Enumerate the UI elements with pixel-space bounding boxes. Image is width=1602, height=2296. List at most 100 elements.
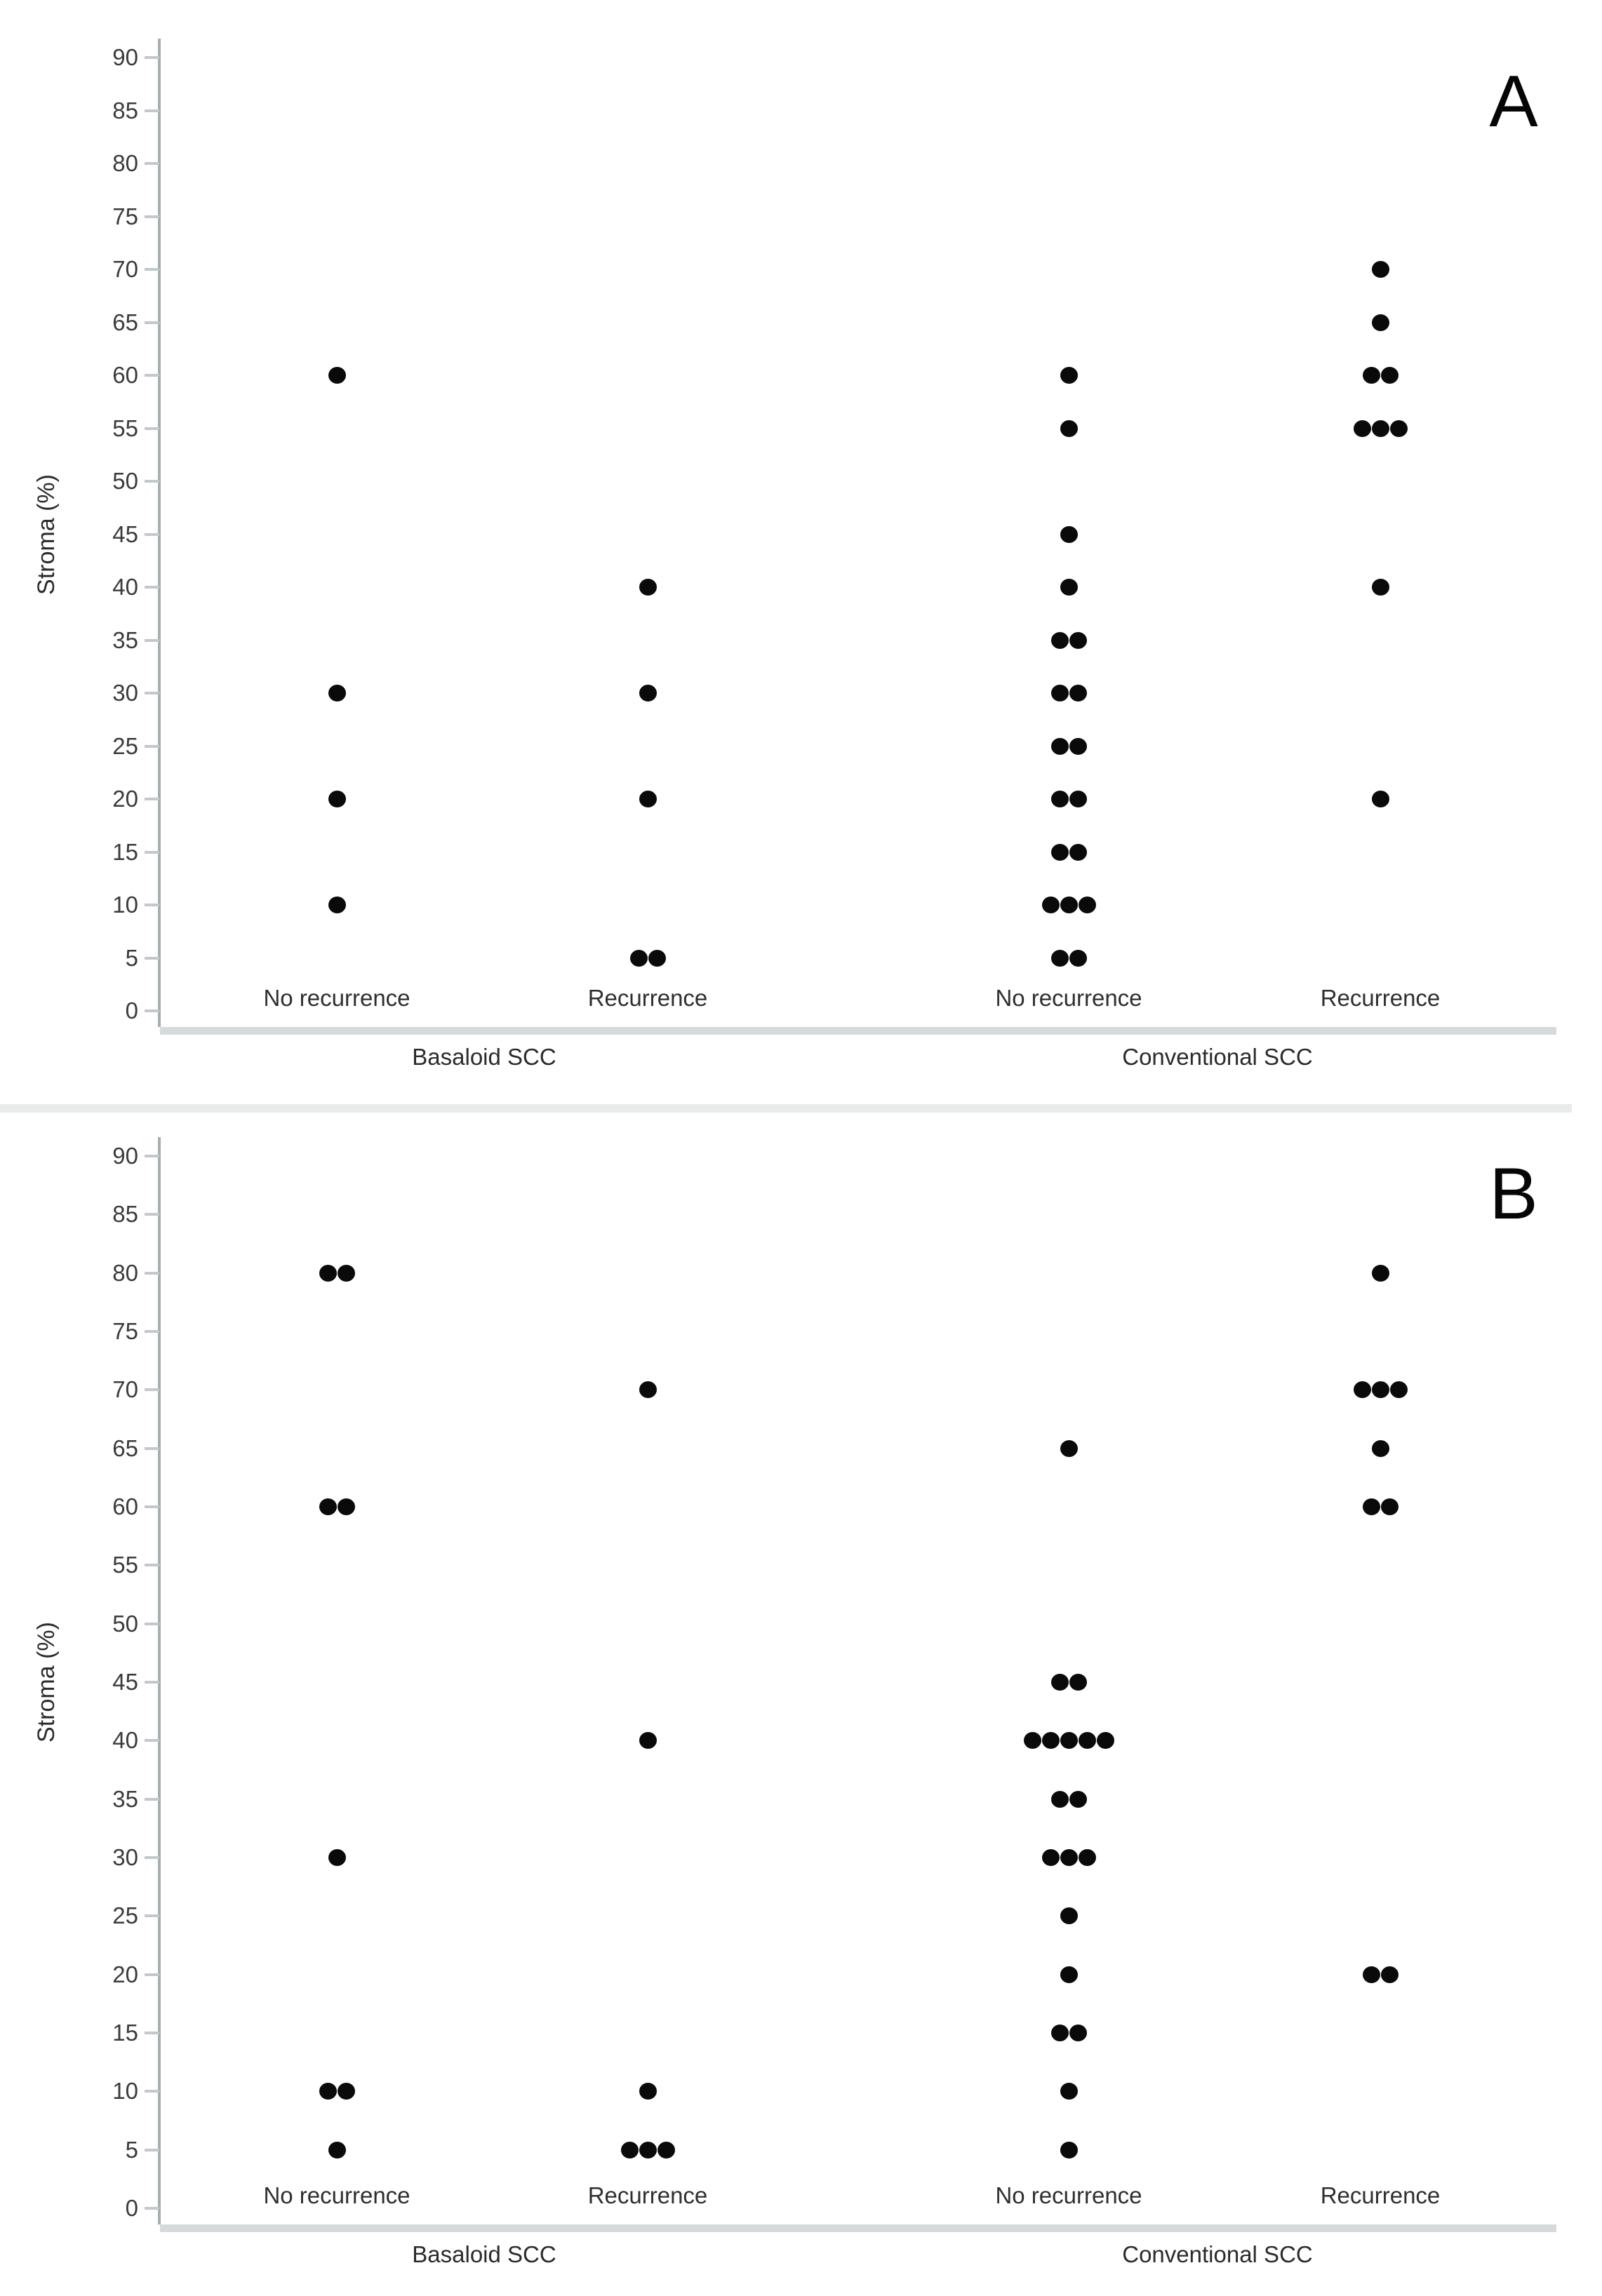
y-tick-mark	[145, 638, 159, 642]
data-point	[1380, 367, 1399, 384]
data-point	[1060, 419, 1078, 437]
data-point	[319, 1498, 337, 1515]
y-tick-mark	[145, 2032, 159, 2034]
data-point	[1096, 1732, 1114, 1750]
data-point	[639, 685, 657, 701]
data-point	[328, 791, 346, 807]
data-point	[639, 791, 657, 807]
y-tick-mark	[145, 1505, 159, 1508]
data-point	[1362, 1966, 1380, 1983]
data-point	[1380, 1966, 1399, 1983]
y-tick-mark	[145, 1271, 159, 1275]
group-label: Conventional SCC	[1122, 2241, 1313, 2267]
y-tick-label: 80	[112, 150, 138, 176]
data-point	[1060, 367, 1078, 384]
y-tick-label: 50	[112, 468, 138, 494]
group-label: Basaloid SCC	[412, 1044, 556, 1070]
data-point	[1371, 1439, 1389, 1457]
y-tick-mark	[145, 2090, 159, 2093]
y-tick-label: 20	[112, 786, 138, 812]
data-point	[1353, 1381, 1371, 1399]
y-tick-label: 35	[112, 626, 138, 653]
data-point	[639, 2083, 657, 2100]
group-label: Basaloid SCC	[412, 2241, 556, 2267]
data-point	[328, 1849, 346, 1866]
data-point	[1069, 685, 1087, 701]
data-point	[337, 1264, 355, 1282]
data-point	[1389, 1381, 1408, 1399]
data-point	[1069, 843, 1087, 861]
y-tick-mark	[145, 1330, 159, 1333]
y-tick-mark	[145, 1681, 159, 1684]
data-point	[1041, 1732, 1060, 1750]
y-tick-mark	[145, 1564, 159, 1567]
category-label: No recurrence	[263, 985, 410, 1011]
y-tick-label: 30	[112, 1844, 138, 1870]
y-tick-label: 55	[112, 1552, 138, 1578]
data-point	[1353, 419, 1371, 437]
y-tick-mark	[145, 586, 159, 589]
y-tick-label: 90	[112, 44, 138, 70]
data-point	[1069, 631, 1087, 649]
data-point	[1371, 579, 1389, 596]
data-point	[328, 685, 346, 701]
y-tick-mark	[145, 1914, 159, 1918]
y-tick-mark	[145, 1009, 159, 1012]
data-point	[1078, 897, 1096, 913]
data-point	[1023, 1732, 1041, 1750]
data-point	[1371, 419, 1389, 437]
y-tick-label: 5	[125, 944, 138, 971]
y-tick-mark	[145, 1213, 159, 1216]
y-tick-mark	[145, 956, 159, 960]
data-point	[639, 1381, 657, 1399]
data-point	[1371, 261, 1389, 278]
data-point	[1050, 843, 1069, 861]
category-label: No recurrence	[263, 2182, 410, 2208]
data-point	[1050, 791, 1069, 807]
y-tick-mark	[145, 56, 159, 59]
data-point	[1060, 1439, 1078, 1457]
panel-letter: A	[1489, 61, 1538, 142]
y-axis-line	[158, 1137, 161, 2224]
y-tick-mark	[145, 427, 159, 430]
data-point	[1050, 685, 1069, 701]
data-point	[1050, 1674, 1069, 1691]
y-tick-label: 15	[112, 2020, 138, 2046]
data-point	[629, 949, 648, 967]
data-point	[648, 949, 666, 967]
y-tick-label: 30	[112, 680, 138, 706]
data-point	[1362, 1498, 1380, 1515]
data-point	[639, 1732, 657, 1750]
y-tick-label: 10	[112, 892, 138, 918]
data-point	[1050, 1790, 1069, 1808]
plot-bottom-border	[160, 2224, 1556, 2232]
data-point	[1389, 419, 1408, 437]
y-tick-mark	[145, 162, 159, 165]
y-tick-label: 0	[125, 998, 138, 1023]
data-point	[337, 2083, 355, 2100]
y-tick-label: 40	[112, 1727, 138, 1754]
y-tick-mark	[145, 1155, 159, 1157]
category-label: Recurrence	[1320, 985, 1441, 1011]
data-point	[1060, 2141, 1078, 2159]
data-point	[1069, 949, 1087, 967]
y-tick-label: 35	[112, 1785, 138, 1812]
y-tick-mark	[145, 744, 159, 748]
data-point	[1041, 1849, 1060, 1866]
data-point	[1060, 1732, 1078, 1750]
data-point	[319, 2083, 337, 2100]
data-point	[328, 897, 346, 913]
data-point	[319, 1264, 337, 1282]
y-tick-label: 70	[112, 1376, 138, 1403]
y-tick-label: 45	[112, 1669, 138, 1695]
data-point	[1060, 897, 1078, 913]
y-tick-label: 85	[112, 1201, 138, 1228]
y-tick-mark	[145, 321, 159, 324]
y-tick-mark	[145, 480, 159, 483]
data-point	[337, 1498, 355, 1515]
y-tick-label: 60	[112, 362, 138, 388]
y-tick-label: 55	[112, 415, 138, 441]
y-tick-label: 65	[112, 309, 138, 335]
y-tick-mark	[145, 532, 159, 536]
